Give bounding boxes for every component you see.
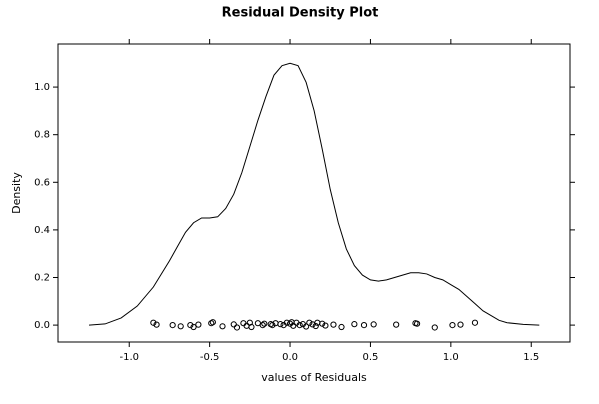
rug-point [312,322,319,330]
x-tick-label: 0.5 [362,352,378,363]
rug-point [269,322,276,329]
rug-point [169,322,176,329]
density-curve [88,62,540,326]
y-tick-label: 0.8 [34,130,50,141]
rug-point [150,319,157,326]
rug-point [370,321,377,328]
rug-point [153,321,160,328]
rug-point [449,322,456,329]
y-tick-label: 0.4 [34,225,50,236]
rug-point [413,320,421,327]
rug-point [233,324,241,331]
rug-point [306,319,313,326]
rug-point [360,322,368,329]
rug-point [330,321,337,328]
x-axis-label: values of Residuals [261,371,367,384]
x-tick-label: 1.5 [523,352,539,363]
rug-point [296,322,303,329]
rug-point [393,321,400,328]
x-tick-label: -1.0 [119,352,139,363]
rug-point [431,324,438,331]
rug-point [248,323,255,331]
rug-point [303,323,310,330]
chart-title: Residual Density Plot [222,6,379,21]
rug-point [471,319,479,326]
rug-point [230,321,237,328]
rug-point [219,323,226,330]
y-tick-label: 1.0 [34,82,50,93]
plot-frame [57,43,571,343]
rug-point [290,322,297,329]
rug-point [195,321,202,328]
rug-point [322,322,329,329]
x-tick-label: -0.5 [200,352,220,363]
rug-point [338,323,345,331]
rug-point [209,319,216,326]
rug-point [351,321,358,328]
rug-point [190,323,197,331]
rug-point [259,322,266,329]
rug-point [319,320,326,327]
x-tick-label: 1.0 [443,352,459,363]
y-tick-label: 0.6 [34,177,50,188]
rug-point [261,320,268,327]
rug-point [187,322,194,329]
rug-point [177,323,184,330]
rug-point [277,321,284,328]
y-axis-label: Density [10,172,23,214]
y-tick-label: 0.0 [34,320,50,331]
y-tick-label: 0.2 [34,272,50,283]
x-tick-label: 0.0 [282,352,298,363]
rug-point [457,321,464,328]
